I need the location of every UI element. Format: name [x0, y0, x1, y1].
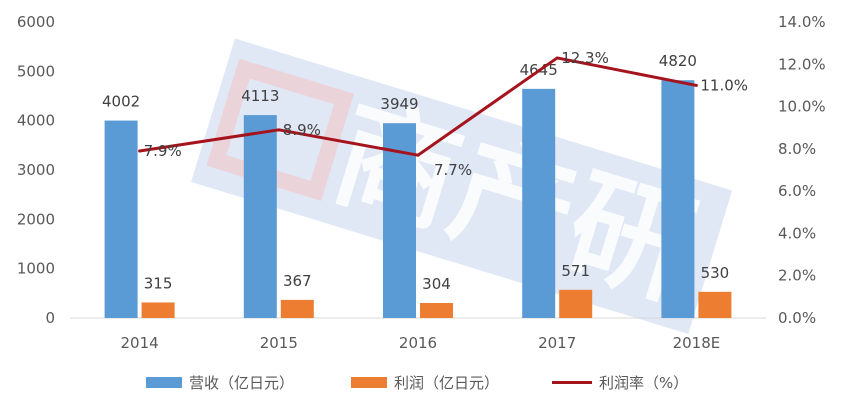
bar-revenue [243, 115, 277, 318]
y-left-tick-label: 3000 [17, 161, 55, 179]
bar-revenue [661, 80, 695, 318]
bar-profit [141, 302, 175, 318]
data-label-revenue: 4002 [102, 93, 140, 111]
data-label-profit: 571 [561, 262, 590, 280]
legend-item-profit: 利润（亿日元） [351, 372, 499, 393]
y-right-tick-label: 2.0% [778, 267, 816, 285]
data-label-margin: 12.3% [561, 49, 609, 67]
y-right-tick-label: 4.0% [778, 224, 816, 242]
data-label-profit: 530 [701, 264, 730, 282]
data-label-revenue: 3949 [380, 95, 418, 113]
point-margin [138, 149, 142, 153]
x-tick-label: 2014 [121, 334, 159, 352]
legend-item-revenue: 营收（亿日元） [146, 372, 294, 393]
y-left-tick-label: 6000 [17, 13, 55, 31]
chart: 商产研 0 1000 2000 3000 4000 5000 6000 0.0% 2.0% 4.0%… [17, 13, 826, 352]
point-margin [555, 56, 559, 60]
legend-swatch-margin [552, 381, 592, 384]
y-right-tick-label: 14.0% [778, 13, 826, 31]
y-left-tick-label: 5000 [17, 62, 55, 80]
bar-revenue [383, 123, 416, 318]
y-right-tick-label: 12.0% [778, 55, 826, 73]
data-label-profit: 304 [422, 275, 451, 293]
data-label-margin: 8.9% [283, 121, 321, 139]
y-left-tick-label: 1000 [17, 260, 55, 278]
bar-revenue [522, 88, 556, 318]
point-margin [694, 83, 698, 87]
data-label-margin: 7.7% [434, 161, 472, 179]
x-tick-label: 2018E [673, 334, 721, 352]
legend-swatch-revenue [146, 377, 182, 388]
x-tick-label: 2016 [399, 334, 437, 352]
data-label-revenue: 4113 [241, 87, 279, 105]
x-tick-label: 2015 [260, 334, 298, 352]
y-right-tick-label: 10.0% [778, 98, 826, 116]
watermark-text: 商产研 [318, 81, 710, 324]
legend-item-margin: 利润率（%） [552, 372, 688, 393]
data-label-margin: 7.9% [144, 142, 182, 160]
data-label-profit: 315 [144, 274, 173, 292]
data-label-revenue: 4820 [659, 52, 697, 70]
x-tick-label: 2017 [538, 334, 576, 352]
bar-profit [420, 303, 453, 318]
legend: 营收（亿日元） 利润（亿日元） 利润率（%） [0, 364, 844, 400]
data-label-margin: 11.0% [700, 76, 748, 94]
legend-label-revenue: 营收（亿日元） [189, 374, 295, 392]
y-left-tick-label: 4000 [17, 112, 55, 130]
legend-label-margin: 利润率（%） [599, 374, 689, 392]
bar-revenue [104, 120, 138, 319]
bar-profit [280, 299, 314, 318]
bar-profit [559, 289, 593, 318]
point-margin [277, 128, 281, 132]
y-right-tick-label: 8.0% [778, 140, 816, 158]
legend-swatch-profit [351, 377, 387, 388]
data-label-profit: 367 [283, 272, 312, 290]
point-margin [416, 153, 420, 157]
y-left-tick-label: 2000 [17, 210, 55, 228]
y-right-tick-label: 0.0% [778, 309, 816, 327]
y-right-tick-label: 6.0% [778, 182, 816, 200]
watermark-box [191, 38, 733, 334]
legend-label-profit: 利润（亿日元） [394, 374, 500, 392]
bar-profit [698, 291, 732, 318]
y-left-tick-label: 0 [45, 309, 55, 327]
